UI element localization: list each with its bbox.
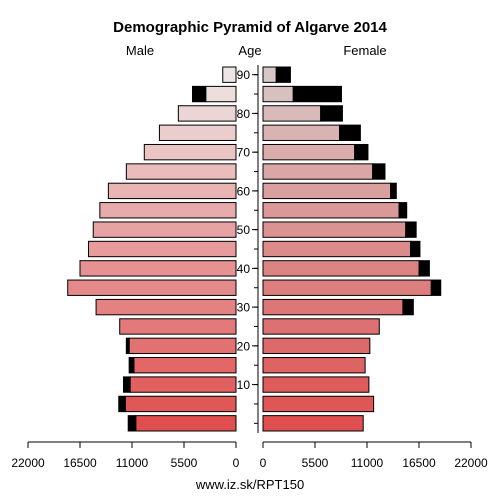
female-excess-bar-85-89: [292, 85, 342, 103]
x-tick-label-left: 5500: [171, 456, 198, 470]
x-tick-label-right: 0: [260, 456, 267, 470]
age-tick-label: 30: [237, 301, 251, 315]
bars-group: [67, 66, 442, 432]
female-excess-bar-60-64: [390, 182, 397, 200]
x-tick-label-right: 11000: [351, 456, 384, 470]
female-bar-20-24: [262, 337, 371, 355]
female-bar-60-64: [262, 182, 392, 200]
age-tick-label: 40: [237, 262, 251, 276]
male-bar-60-64: [107, 182, 237, 200]
female-bar-10-14: [262, 376, 370, 393]
axes-group: 0 0 5500 5500 11000 11000 16500 16500 22000 22000…: [11, 65, 488, 470]
male-bar-70-74: [143, 143, 237, 161]
male-label: Male: [126, 43, 154, 58]
female-excess-bar-35-39: [430, 279, 442, 296]
female-excess-bar-40-44: [418, 260, 430, 277]
male-excess-bar-15-19: [128, 357, 135, 374]
male-bar-80-84: [177, 105, 237, 122]
age-tick-label: 20: [237, 339, 251, 353]
female-bar-75-79: [262, 124, 341, 141]
male-excess-bar-5-9: [118, 395, 126, 413]
age-tick-label: 10: [237, 378, 251, 392]
male-bar-50-54: [92, 221, 237, 238]
male-bar-5-9: [124, 395, 237, 413]
x-tick-label-right: 16500: [402, 456, 436, 470]
female-excess-bar-90+: [275, 66, 291, 83]
male-bar-90+: [222, 66, 237, 83]
male-bar-65-69: [125, 163, 237, 180]
age-tick-label: 50: [237, 223, 251, 237]
female-excess-bar-70-74: [354, 143, 369, 161]
male-bar-0-4: [135, 415, 237, 432]
male-bar-15-19: [133, 357, 237, 374]
male-excess-bar-20-24: [125, 337, 130, 355]
female-bar-15-19: [262, 357, 366, 374]
male-bar-10-14: [129, 376, 237, 393]
female-label: Female: [343, 43, 386, 58]
female-excess-bar-50-54: [405, 221, 417, 238]
female-bar-40-44: [262, 260, 420, 277]
female-excess-bar-75-79: [339, 124, 361, 141]
female-excess-bar-45-49: [409, 240, 421, 258]
female-bar-30-34: [262, 298, 404, 316]
x-tick-label-left: 16500: [63, 456, 97, 470]
male-bar-25-29: [119, 318, 237, 335]
age-tick-label: 80: [237, 107, 251, 121]
male-bar-20-24: [128, 337, 237, 355]
chart-title: Demographic Pyramid of Algarve 2014: [113, 19, 387, 36]
male-excess-bar-10-14: [122, 376, 131, 393]
male-bar-55-59: [99, 202, 237, 219]
x-tick-label-left: 11000: [116, 456, 149, 470]
female-bar-35-39: [262, 279, 432, 296]
age-tick-label: 70: [237, 146, 251, 160]
female-bar-50-54: [262, 221, 407, 238]
age-label: Age: [238, 43, 261, 58]
female-bar-0-4: [262, 415, 364, 432]
female-bar-80-84: [262, 105, 322, 122]
female-excess-bar-55-59: [398, 202, 408, 219]
female-bar-65-69: [262, 163, 374, 180]
male-bar-40-44: [79, 260, 237, 277]
x-tick-label-left: 0: [233, 456, 240, 470]
x-tick-label-left: 22000: [11, 456, 45, 470]
male-excess-bar-0-4: [127, 415, 137, 432]
female-bar-45-49: [262, 240, 411, 258]
x-tick-label-right: 22000: [454, 456, 488, 470]
male-bar-85-89: [205, 85, 237, 103]
female-bar-85-89: [262, 85, 294, 103]
male-bar-30-34: [95, 298, 237, 316]
age-tick-label: 60: [237, 184, 251, 198]
female-bar-25-29: [262, 318, 380, 335]
female-bar-70-74: [262, 143, 356, 161]
female-bar-90+: [262, 66, 277, 83]
female-excess-bar-65-69: [372, 163, 386, 180]
male-bar-75-79: [158, 124, 237, 141]
female-excess-bar-30-34: [402, 298, 414, 316]
male-bar-35-39: [67, 279, 237, 296]
female-bar-5-9: [262, 395, 375, 413]
x-tick-label-right: 5500: [302, 456, 329, 470]
male-bar-45-49: [88, 240, 237, 258]
male-excess-bar-85-89: [192, 85, 207, 103]
female-bar-55-59: [262, 202, 400, 219]
source-caption: www.iz.sk/RPT150: [195, 477, 304, 492]
age-tick-label: 90: [237, 68, 251, 82]
female-excess-bar-80-84: [320, 105, 343, 122]
